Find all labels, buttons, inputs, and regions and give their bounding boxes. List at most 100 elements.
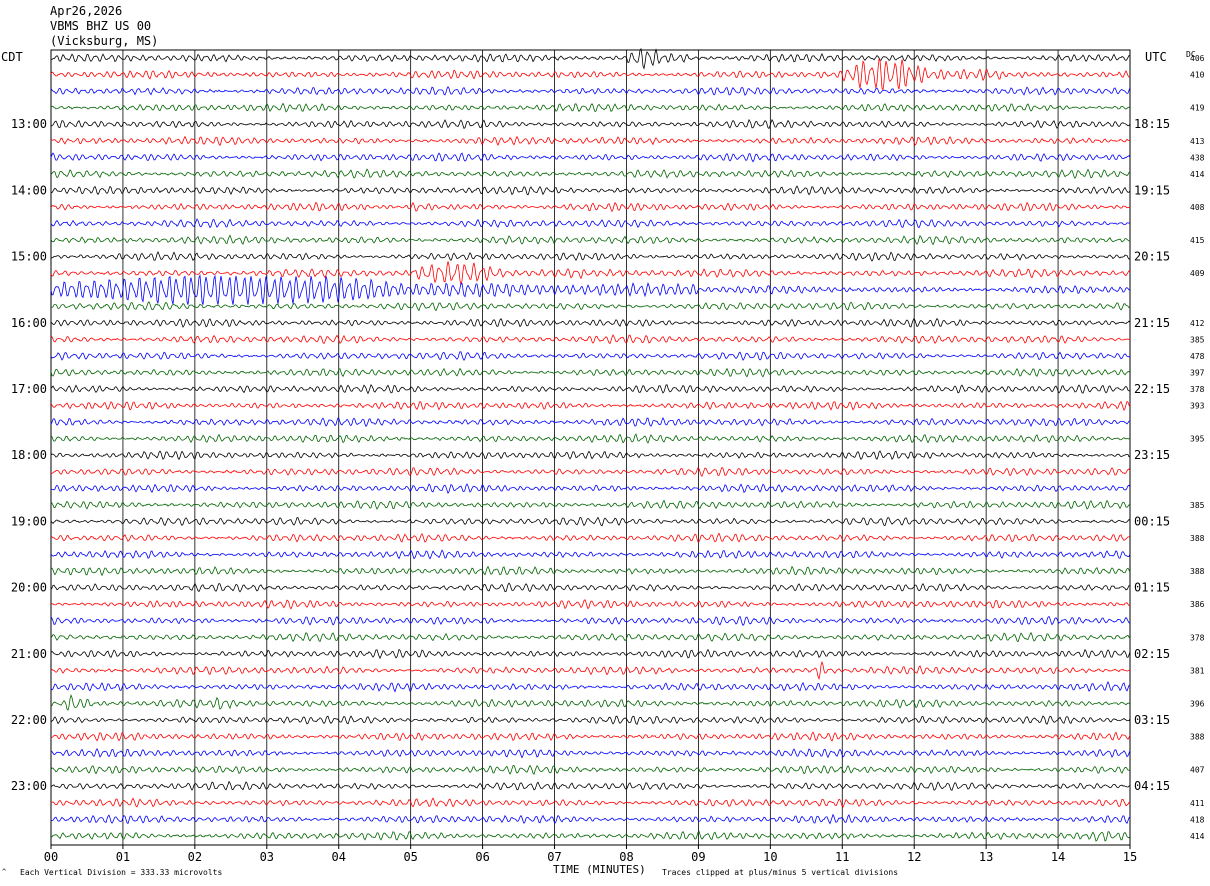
dc-offset-value: 386 [1190, 600, 1205, 609]
right-time-label: 01:15 [1134, 581, 1170, 595]
seismic-trace [50, 565, 1131, 577]
station-code: VBMS BHZ US 00 [50, 19, 152, 33]
seismic-trace [50, 86, 1131, 96]
right-time-label: 19:15 [1134, 183, 1170, 197]
clip-note: Traces clipped at plus/minus 5 vertical … [662, 868, 899, 877]
seismic-trace [50, 416, 1131, 428]
dc-offset-value: 419 [1190, 104, 1205, 113]
dc-offset-value: 438 [1190, 153, 1205, 162]
seismic-trace [50, 499, 1131, 510]
seismic-trace [50, 648, 1131, 660]
seismic-trace [50, 301, 1131, 312]
seismic-trace [50, 135, 1131, 147]
seismic-trace [50, 731, 1131, 742]
seismic-trace [50, 615, 1131, 626]
seismic-trace [50, 483, 1131, 494]
seismic-trace [50, 317, 1131, 328]
x-tick-label: 03 [260, 850, 274, 864]
dc-offset-value: 408 [1190, 203, 1205, 212]
dc-offset-value: 381 [1190, 666, 1205, 675]
dc-offset-value: 418 [1190, 815, 1205, 824]
dc-offset-value: 396 [1190, 699, 1205, 708]
x-tick-label: 09 [691, 850, 705, 864]
scale-marker-icon: ^ [2, 868, 7, 876]
seismic-trace [50, 433, 1130, 444]
x-tick-label: 11 [835, 850, 849, 864]
seismic-trace [50, 532, 1131, 543]
dc-offset-value: 478 [1190, 352, 1205, 361]
dc-offset-value: 378 [1190, 385, 1205, 394]
right-time-label: 21:15 [1134, 316, 1170, 330]
seismic-trace [50, 631, 1131, 643]
dc-offset-header: DC [1186, 50, 1196, 59]
seismic-trace [50, 168, 1131, 179]
seismic-trace [50, 152, 1131, 163]
seismic-trace [50, 400, 1131, 411]
time-labels: 13:00 18:15 14:00 19:15 15:00 20:15 16:00 21:15… [11, 117, 1170, 793]
seismic-trace [50, 516, 1131, 527]
scale-note: Each Vertical Division = 333.33 microvol… [20, 868, 223, 877]
dc-offset-value: 414 [1190, 170, 1205, 179]
seismogram-traces [50, 47, 1131, 842]
seismic-trace [50, 466, 1131, 477]
left-time-label: 18:00 [11, 448, 47, 462]
seismic-trace [50, 660, 1131, 681]
dc-offset-value: 409 [1190, 269, 1205, 278]
right-time-label: 02:15 [1134, 647, 1170, 661]
seismic-trace [50, 47, 1131, 70]
seismic-trace [50, 218, 1131, 229]
x-tick-label: 04 [332, 850, 346, 864]
left-time-label: 19:00 [11, 514, 47, 528]
left-time-label: 21:00 [11, 647, 47, 661]
dc-offset-value: 406 [1190, 54, 1205, 63]
dc-offset-value: 395 [1190, 435, 1205, 444]
seismic-trace [50, 549, 1131, 560]
x-tick-label: 08 [619, 850, 633, 864]
seismic-trace [50, 715, 1131, 725]
plot-frame [50, 49, 1131, 846]
right-time-label: 20:15 [1134, 250, 1170, 264]
right-time-label: 18:15 [1134, 117, 1170, 131]
seismic-trace [50, 599, 1131, 610]
left-time-label: 14:00 [11, 183, 47, 197]
seismic-trace [50, 234, 1131, 246]
x-axis-ticks: 00 01 02 03 04 05 06 07 08 09 10 11 12 13 14 15 [44, 845, 1137, 864]
x-tick-label: 00 [44, 850, 58, 864]
x-tick-label: 12 [907, 850, 921, 864]
seismic-trace [50, 813, 1131, 825]
x-tick-label: 07 [547, 850, 561, 864]
x-tick-label: 10 [763, 850, 777, 864]
right-time-label: 04:15 [1134, 779, 1170, 793]
dc-offset-value: 411 [1190, 799, 1205, 808]
seismic-trace [50, 185, 1131, 196]
dc-offset-value: 413 [1190, 137, 1205, 146]
dc-offset-value: 393 [1190, 402, 1205, 411]
seismic-trace [50, 747, 1131, 759]
left-timezone-label: CDT [1, 50, 23, 64]
seismic-trace [50, 383, 1131, 395]
seismic-trace [50, 693, 1131, 711]
left-time-label: 15:00 [11, 250, 47, 264]
dc-offset-value: 378 [1190, 633, 1205, 642]
left-time-label: 23:00 [11, 779, 47, 793]
seismic-trace [50, 582, 1130, 593]
x-tick-label: 13 [979, 850, 993, 864]
seismic-trace [50, 780, 1131, 791]
seismic-trace [50, 450, 1130, 461]
seismic-trace [50, 351, 1131, 361]
seismic-trace [50, 367, 1131, 378]
seismic-trace [50, 334, 1131, 345]
dc-offset-value: 388 [1190, 567, 1205, 576]
dc-offset-value: 414 [1190, 832, 1205, 841]
seismic-trace [50, 58, 1131, 91]
right-time-label: 23:15 [1134, 448, 1170, 462]
seismic-trace [50, 764, 1131, 775]
seismic-trace [50, 102, 1131, 113]
dc-offset-value: 388 [1190, 534, 1205, 543]
left-time-label: 22:00 [11, 713, 47, 727]
seismic-trace [50, 261, 1131, 285]
seismic-trace [50, 797, 1131, 808]
seismic-trace [50, 201, 1131, 213]
seismic-trace [50, 274, 1131, 305]
x-tick-label: 14 [1051, 850, 1065, 864]
